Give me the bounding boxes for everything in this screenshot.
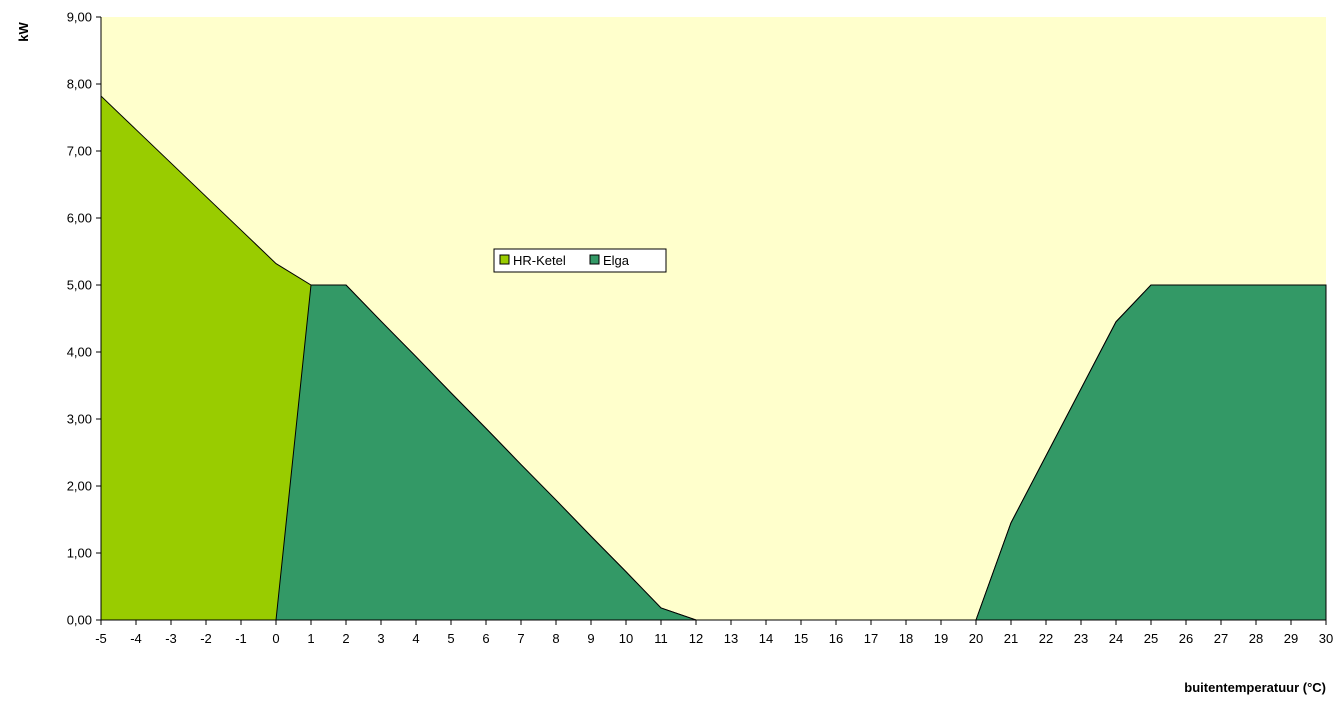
y-axis-title: kW xyxy=(16,22,31,42)
legend-swatch-hr-ketel xyxy=(499,254,510,265)
y-tick-label: 9,00 xyxy=(67,10,92,25)
y-tick-label: 8,00 xyxy=(67,77,92,92)
x-tick-label: 30 xyxy=(1319,631,1333,646)
x-tick-label: -3 xyxy=(165,631,177,646)
x-tick-label: 29 xyxy=(1284,631,1298,646)
legend-swatch-elga xyxy=(589,254,600,265)
x-tick-label: 1 xyxy=(307,631,314,646)
x-tick-label: 25 xyxy=(1144,631,1158,646)
x-tick-label: 2 xyxy=(342,631,349,646)
x-tick-label: 10 xyxy=(619,631,633,646)
x-tick-label: 19 xyxy=(934,631,948,646)
y-tick-label: 6,00 xyxy=(67,211,92,226)
x-tick-label: 16 xyxy=(829,631,843,646)
x-tick-label: 26 xyxy=(1179,631,1193,646)
x-tick-label: 5 xyxy=(447,631,454,646)
legend-label-hr-ketel: HR-Ketel xyxy=(513,253,566,268)
x-tick-label: 9 xyxy=(587,631,594,646)
legend: HR-Ketel Elga xyxy=(493,248,667,273)
x-tick-label: 27 xyxy=(1214,631,1228,646)
legend-box xyxy=(493,248,667,273)
x-tick-label: -2 xyxy=(200,631,212,646)
x-tick-label: 3 xyxy=(377,631,384,646)
y-tick-label: 7,00 xyxy=(67,144,92,159)
x-tick-label: 23 xyxy=(1074,631,1088,646)
x-tick-label: 20 xyxy=(969,631,983,646)
x-tick-label: 21 xyxy=(1004,631,1018,646)
y-tick-label: 3,00 xyxy=(67,412,92,427)
x-tick-label: 18 xyxy=(899,631,913,646)
axes-layer: 0,00 1,00 2,00 3,00 4,00 5,00 6,00 7,00 8,00 9,00… xyxy=(67,10,1334,647)
y-tick-label: 4,00 xyxy=(67,345,92,360)
x-tick-label: 0 xyxy=(272,631,279,646)
x-tick-label: 28 xyxy=(1249,631,1263,646)
x-tick-label: 22 xyxy=(1039,631,1053,646)
y-tick-label: 0,00 xyxy=(67,613,92,628)
x-tick-label: -4 xyxy=(130,631,142,646)
x-tick-label: 24 xyxy=(1109,631,1123,646)
x-tick-label: 14 xyxy=(759,631,773,646)
x-tick-label: -1 xyxy=(235,631,247,646)
x-tick-label: 11 xyxy=(654,631,668,646)
x-tick-label: 7 xyxy=(517,631,524,646)
x-tick-label: -5 xyxy=(95,631,107,646)
y-tick-label: 1,00 xyxy=(67,546,92,561)
x-axis-title: buitentemperatuur (°C) xyxy=(1184,680,1326,695)
x-tick-label: 8 xyxy=(552,631,559,646)
x-tick-label: 12 xyxy=(689,631,703,646)
x-tick-label: 13 xyxy=(724,631,738,646)
x-tick-label: 15 xyxy=(794,631,808,646)
x-tick-label: 17 xyxy=(864,631,878,646)
x-tick-label: 6 xyxy=(482,631,489,646)
y-tick-label: 5,00 xyxy=(67,278,92,293)
x-tick-label: 4 xyxy=(412,631,419,646)
y-tick-label: 2,00 xyxy=(67,479,92,494)
legend-label-elga: Elga xyxy=(603,253,630,268)
